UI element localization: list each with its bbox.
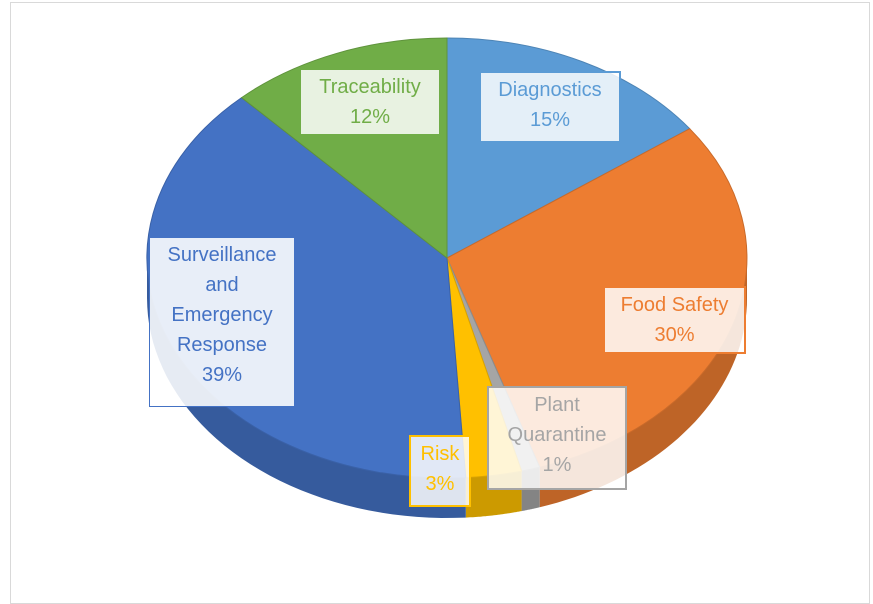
label-diagnostics-name: Diagnostics (498, 79, 602, 101)
label-food-safety: Food Safety 30% (603, 286, 746, 354)
label-risk-pct: 3% (425, 473, 455, 495)
label-risk: Risk 3% (409, 435, 471, 507)
label-plant-quarantine-line2: Quarantine (507, 424, 607, 446)
label-risk-name: Risk (420, 443, 460, 465)
label-diagnostics: Diagnostics 15% (479, 71, 621, 143)
label-plant-quarantine-pct: 1% (542, 454, 572, 476)
label-traceability-name: Traceability (319, 76, 421, 98)
label-surveillance: Surveillance and Emergency Response 39% (149, 237, 295, 407)
label-surveillance-pct: 39% (201, 364, 243, 386)
label-surveillance-line3: Emergency (171, 304, 273, 326)
label-surveillance-line4: Response (176, 334, 268, 356)
label-plant-quarantine-line1: Plant (534, 394, 580, 416)
label-traceability-pct: 12% (349, 106, 391, 128)
label-traceability: Traceability 12% (299, 68, 441, 136)
label-plant-quarantine: Plant Quarantine 1% (487, 386, 627, 490)
label-food-safety-pct: 30% (654, 324, 695, 346)
label-surveillance-line2: and (205, 274, 239, 296)
chart-area: Diagnostics 15% Food Safety 30% Plant Qu… (10, 2, 870, 604)
label-food-safety-name: Food Safety (620, 294, 729, 316)
label-surveillance-line1: Surveillance (167, 244, 277, 266)
label-diagnostics-pct: 15% (529, 109, 571, 131)
